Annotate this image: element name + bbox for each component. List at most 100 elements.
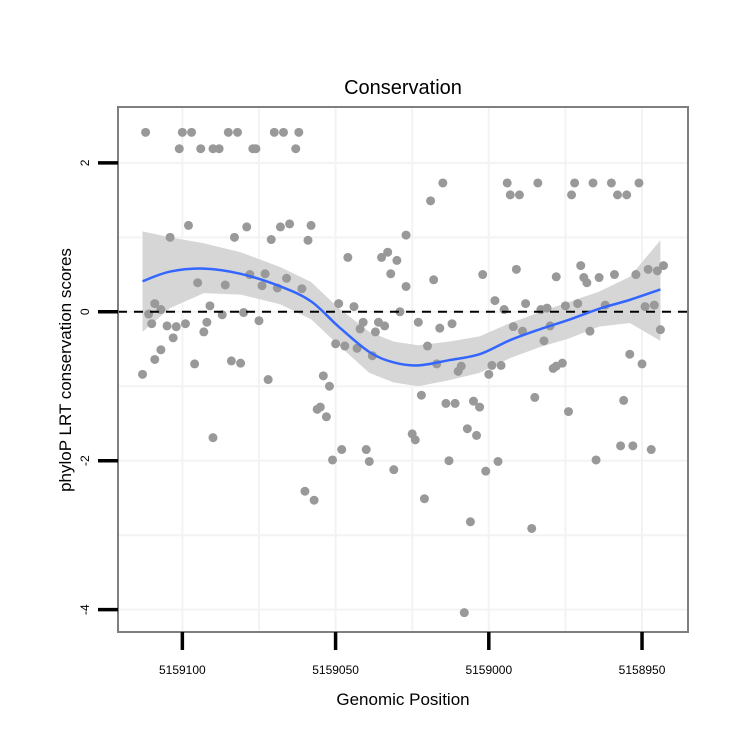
data-point [511, 264, 521, 274]
data-point [177, 127, 187, 137]
data-point [392, 255, 402, 265]
data-point [183, 220, 193, 230]
data-point [168, 333, 178, 343]
data-point [649, 300, 659, 310]
data-point [174, 144, 184, 154]
data-point [631, 270, 641, 280]
data-point [180, 319, 190, 329]
data-point [475, 402, 485, 412]
data-point [468, 396, 478, 406]
data-point [533, 178, 543, 188]
data-point [199, 327, 209, 337]
x-tick-label: 5159050 [312, 663, 359, 677]
y-axis: 2 0 -2 -4 [78, 159, 118, 615]
data-point [364, 456, 374, 466]
data-point [324, 381, 334, 391]
data-point [459, 608, 469, 618]
data-point [208, 433, 218, 443]
data-point [490, 296, 500, 306]
data-point [634, 178, 644, 188]
data-point [309, 495, 319, 505]
data-point [229, 232, 239, 242]
data-point [435, 323, 445, 333]
confidence-ribbon [142, 231, 661, 387]
data-point [226, 356, 236, 366]
x-axis-label: Genomic Position [336, 690, 469, 709]
data-point [622, 190, 632, 200]
data-point [162, 321, 172, 331]
data-point [530, 392, 540, 402]
data-point [652, 266, 662, 276]
data-point [383, 247, 393, 257]
data-point [570, 178, 580, 188]
data-point [613, 190, 623, 200]
data-point [165, 232, 175, 242]
data-point [147, 319, 157, 329]
data-point [321, 412, 331, 422]
data-point [426, 196, 436, 206]
data-point [377, 252, 387, 262]
data-point [640, 302, 650, 312]
data-point [487, 360, 497, 370]
data-point [328, 455, 338, 465]
data-point [585, 326, 595, 336]
x-tick-label: 5159100 [159, 663, 206, 677]
panel-border [117, 106, 689, 633]
data-point [478, 270, 488, 280]
data-point [472, 430, 482, 440]
data-points [138, 127, 668, 618]
grid-lines [118, 107, 688, 632]
data-point [285, 219, 295, 229]
smooth-line [142, 267, 661, 367]
data-point [257, 281, 267, 291]
data-point [419, 494, 429, 504]
data-point [395, 307, 405, 317]
data-point [269, 127, 279, 137]
x-axis: 5159100 5159050 5159000 5158950 [159, 632, 666, 677]
data-point [300, 486, 310, 496]
data-point [205, 301, 215, 311]
data-point [340, 341, 350, 351]
data-point [331, 339, 341, 349]
data-point [643, 264, 653, 274]
data-point [505, 190, 515, 200]
data-point [456, 361, 466, 371]
data-point [297, 284, 307, 294]
data-point [386, 269, 396, 279]
data-point [236, 358, 246, 368]
data-point [361, 445, 371, 455]
data-point [508, 322, 518, 332]
x-tick-label: 5159000 [465, 663, 512, 677]
data-point [560, 301, 570, 311]
data-point [591, 455, 601, 465]
data-point [502, 178, 512, 188]
data-point [625, 349, 635, 359]
data-point [646, 445, 656, 455]
data-point [484, 369, 494, 379]
data-point [438, 178, 448, 188]
data-point [318, 371, 328, 381]
data-point [539, 336, 549, 346]
data-point [223, 127, 233, 137]
y-tick-label: -4 [78, 604, 92, 615]
data-point [275, 222, 285, 232]
data-point [254, 316, 264, 326]
data-point [481, 466, 491, 476]
data-point [141, 127, 151, 137]
data-point [582, 278, 592, 288]
data-point [619, 395, 629, 405]
data-point [337, 445, 347, 455]
data-point [576, 261, 586, 271]
data-point [493, 456, 503, 466]
data-point [196, 144, 206, 154]
data-point [616, 441, 626, 451]
data-point [214, 144, 224, 154]
data-point [355, 324, 365, 334]
data-point [220, 280, 230, 290]
data-point [334, 299, 344, 309]
data-point [542, 303, 552, 313]
y-tick-label: -2 [78, 455, 92, 466]
data-point [239, 308, 249, 318]
data-point [628, 441, 638, 451]
